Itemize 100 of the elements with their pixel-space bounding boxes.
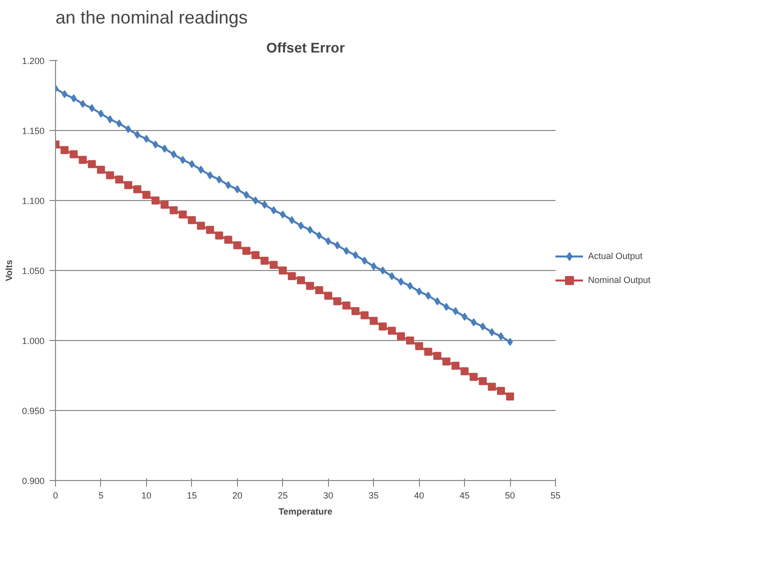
legend-label: Nominal Output [588, 275, 651, 285]
point [496, 386, 505, 395]
legend-label: Actual Output [588, 251, 643, 261]
point [270, 206, 277, 214]
point [244, 190, 250, 199]
point [325, 237, 332, 246]
x-tick-label: 55 [550, 490, 561, 500]
point [444, 302, 450, 311]
point [125, 125, 132, 134]
point [488, 382, 496, 391]
point [260, 256, 269, 265]
point [280, 210, 286, 218]
point [462, 312, 468, 321]
point [207, 171, 213, 180]
point [206, 226, 214, 234]
point [506, 392, 514, 400]
x-tick-label: 50 [505, 490, 516, 500]
point [133, 185, 142, 194]
point [424, 348, 432, 356]
point [278, 266, 287, 274]
x-tick-label: 40 [414, 490, 424, 500]
point [333, 297, 342, 306]
point [452, 307, 458, 316]
point [78, 156, 87, 164]
point [370, 262, 377, 270]
point [352, 307, 360, 316]
x-axis-title: Temperature [278, 506, 332, 516]
point [252, 251, 260, 260]
point [160, 200, 169, 209]
point [362, 256, 368, 265]
point [380, 266, 386, 274]
point [306, 282, 314, 290]
point [178, 210, 187, 218]
point [170, 206, 178, 214]
point [398, 278, 404, 286]
point [262, 200, 268, 209]
point [70, 94, 77, 102]
point [470, 372, 478, 381]
point [116, 120, 122, 128]
point [224, 236, 232, 244]
point [80, 100, 86, 108]
point [233, 241, 242, 250]
point [144, 134, 150, 143]
point [296, 276, 305, 284]
y-tick-label: 0.950 [22, 406, 45, 416]
point [396, 332, 405, 340]
point [344, 246, 350, 255]
point [425, 292, 432, 300]
point [96, 166, 105, 174]
point [324, 292, 332, 300]
point [388, 326, 396, 335]
point [360, 311, 369, 320]
x-tick-label: 15 [186, 490, 197, 500]
point [406, 336, 414, 344]
point [180, 156, 186, 164]
point [62, 90, 68, 98]
point [170, 150, 177, 158]
point [342, 302, 350, 310]
point [107, 115, 113, 124]
point [115, 176, 124, 184]
y-tick-label: 0.900 [22, 476, 45, 486]
point [89, 104, 95, 112]
point [288, 272, 296, 280]
point [478, 377, 487, 386]
point [352, 251, 358, 260]
point [470, 318, 477, 326]
x-tick-label: 35 [368, 490, 379, 500]
point [189, 160, 195, 168]
point [60, 146, 69, 154]
point [407, 282, 413, 290]
point [489, 328, 495, 336]
point [415, 342, 424, 350]
point [315, 286, 324, 294]
point [370, 316, 378, 325]
point [134, 130, 140, 139]
point [216, 176, 222, 184]
point [307, 226, 313, 234]
point [225, 181, 232, 190]
point [289, 216, 295, 224]
point [252, 196, 258, 204]
point [88, 160, 96, 168]
point [242, 246, 250, 255]
chart-title: Offset Error [266, 40, 346, 56]
point [480, 322, 486, 330]
x-tick-label: 30 [323, 490, 334, 500]
point [442, 358, 450, 366]
point [334, 241, 340, 250]
x-tick-label: 25 [278, 490, 288, 500]
point [70, 150, 78, 158]
point [316, 232, 322, 240]
point [498, 332, 504, 340]
point [460, 367, 469, 376]
x-tick-label: 45 [460, 490, 470, 500]
point [452, 362, 460, 370]
x-tick-label: 0 [52, 490, 58, 500]
y-tick-label: 1.050 [22, 266, 45, 276]
point [152, 140, 158, 148]
point [188, 216, 196, 224]
y-tick-label: 1.200 [22, 56, 45, 66]
point [234, 185, 240, 194]
